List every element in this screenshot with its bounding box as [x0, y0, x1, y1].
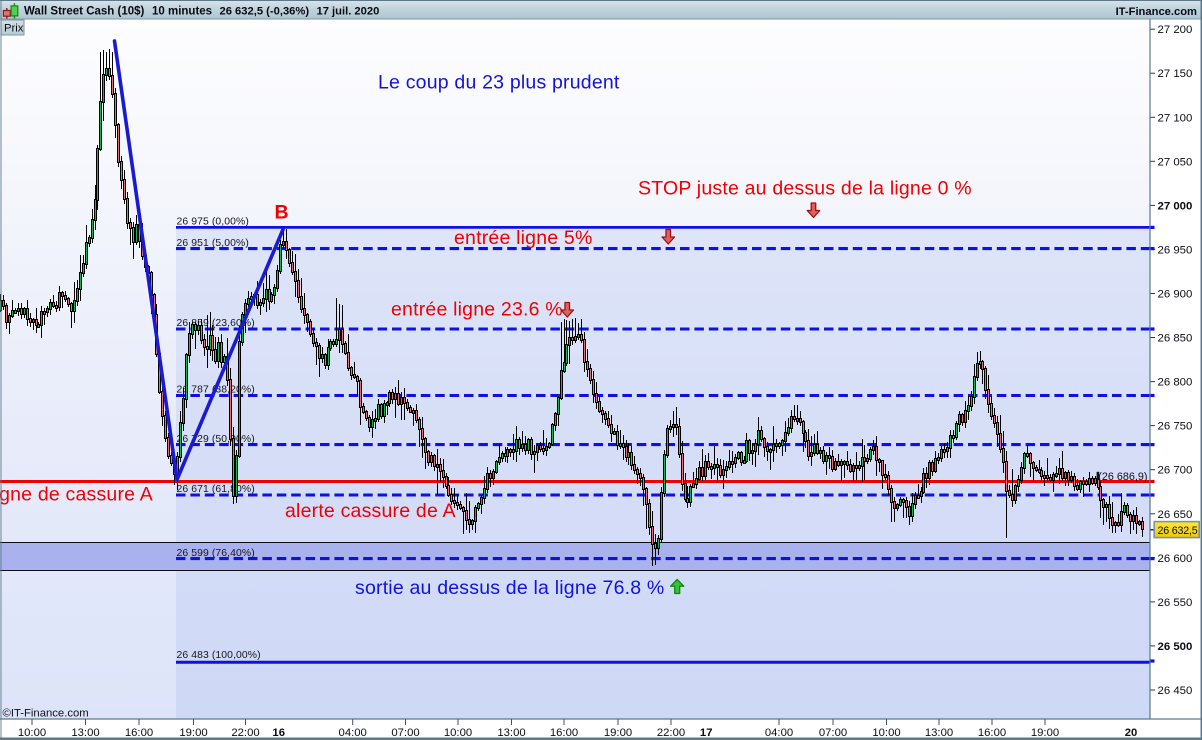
- svg-text:07:00: 07:00: [391, 727, 419, 739]
- svg-text:26 650: 26 650: [1158, 509, 1193, 521]
- svg-text:22:00: 22:00: [657, 727, 685, 739]
- svg-text:07:00: 07:00: [819, 727, 847, 739]
- svg-text:26 800: 26 800: [1158, 377, 1193, 389]
- svg-text:10:00: 10:00: [18, 727, 46, 739]
- svg-text:B: B: [275, 202, 289, 224]
- svg-text:16: 16: [272, 727, 285, 739]
- svg-text:26 671 (61,80%): 26 671 (61,80%): [177, 484, 255, 495]
- svg-text:26 950: 26 950: [1158, 244, 1193, 256]
- svg-text:26 951 (5,00%): 26 951 (5,00%): [177, 238, 249, 249]
- svg-text:13:00: 13:00: [497, 727, 525, 739]
- svg-text:IT-Finance.com: IT-Finance.com: [1116, 6, 1197, 18]
- svg-text:10:00: 10:00: [444, 727, 472, 739]
- svg-text:Le coup du 23 plus prudent: Le coup du 23 plus prudent: [378, 72, 620, 94]
- svg-text:sortie au dessus de la ligne 7: sortie au dessus de la ligne 76.8 %: [355, 577, 664, 599]
- svg-text:22:00: 22:00: [231, 727, 259, 739]
- svg-text:26 729 (50,00%): 26 729 (50,00%): [177, 434, 255, 445]
- svg-text:16:00: 16:00: [550, 727, 578, 739]
- svg-text:26 975 (0,00%): 26 975 (0,00%): [177, 217, 249, 228]
- svg-text:10:00: 10:00: [872, 727, 900, 739]
- svg-text:16:00: 16:00: [978, 727, 1006, 739]
- svg-text:26 483 (100,00%): 26 483 (100,00%): [177, 650, 261, 661]
- svg-text:ligne de cassure A: ligne de cassure A: [0, 483, 153, 505]
- svg-text:26 600: 26 600: [1158, 553, 1193, 565]
- svg-text:26 550: 26 550: [1158, 597, 1193, 609]
- svg-text:16:00: 16:00: [125, 727, 153, 739]
- svg-text:19:00: 19:00: [604, 727, 632, 739]
- svg-text:17: 17: [700, 727, 713, 739]
- svg-text:26 850: 26 850: [1158, 333, 1193, 345]
- svg-text:13:00: 13:00: [925, 727, 953, 739]
- svg-text:26 859 (23,60%): 26 859 (23,60%): [177, 318, 255, 329]
- svg-text:(26 686,9): (26 686,9): [1098, 471, 1147, 483]
- svg-text:©IT-Finance.com: ©IT-Finance.com: [3, 708, 89, 720]
- svg-text:entrée ligne 23.6 %: entrée ligne 23.6 %: [391, 298, 563, 320]
- svg-text:entrée ligne 5%: entrée ligne 5%: [454, 227, 593, 249]
- svg-text:26 700: 26 700: [1158, 465, 1193, 477]
- svg-text:04:00: 04:00: [339, 727, 367, 739]
- svg-text:26 632,5: 26 632,5: [1158, 525, 1198, 537]
- svg-text:Prix: Prix: [4, 23, 24, 35]
- svg-text:04:00: 04:00: [765, 727, 793, 739]
- svg-text:26 599 (76,40%): 26 599 (76,40%): [177, 548, 255, 559]
- svg-text:26 450: 26 450: [1158, 685, 1193, 697]
- svg-text:Wall Street Cash (10$)10 minut: Wall Street Cash (10$) 10 minutes 26 632,5…: [24, 6, 379, 18]
- svg-text:26 750: 26 750: [1158, 421, 1193, 433]
- svg-text:27 200: 27 200: [1158, 24, 1193, 36]
- svg-text:26 900: 26 900: [1158, 289, 1193, 301]
- svg-text:27 050: 27 050: [1158, 156, 1193, 168]
- svg-text:26 500: 26 500: [1158, 641, 1193, 653]
- svg-text:STOP juste au dessus de la lig: STOP juste au dessus de la ligne 0 %: [638, 178, 972, 200]
- svg-text:20: 20: [1125, 727, 1138, 739]
- svg-text:alerte cassure de A: alerte cassure de A: [285, 500, 456, 522]
- svg-text:27 000: 27 000: [1158, 200, 1193, 212]
- svg-text:27 150: 27 150: [1158, 68, 1193, 80]
- svg-text:13:00: 13:00: [71, 727, 99, 739]
- svg-text:19:00: 19:00: [179, 727, 207, 739]
- svg-text:19:00: 19:00: [1031, 727, 1059, 739]
- svg-text:27 100: 27 100: [1158, 112, 1193, 124]
